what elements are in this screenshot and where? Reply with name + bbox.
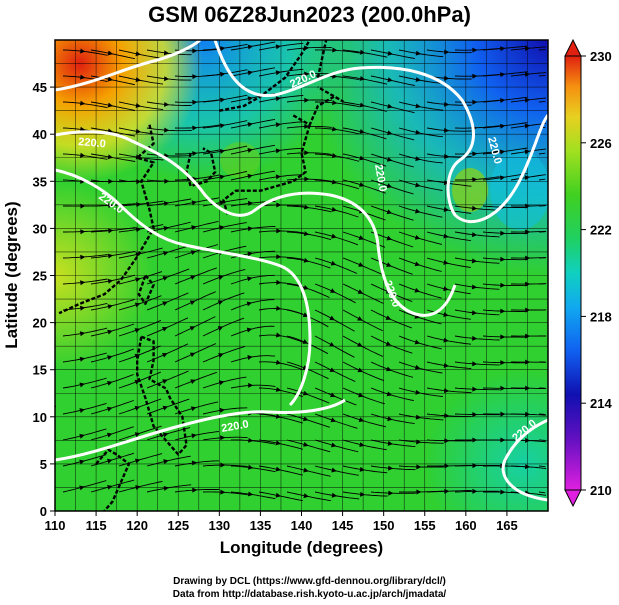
colorbar-min-arrow (564, 489, 582, 508)
y-axis-label: Latitude (degrees) (2, 201, 21, 349)
contour-label: 220.0 (372, 163, 389, 192)
y-tick-label: 10 (33, 410, 47, 425)
credit-line-2: Data from http://database.rish.kyoto-u.a… (172, 589, 447, 600)
streamlines (62, 41, 547, 502)
temperature-field: 220.0 220.0 220.0 220.0 220.0 220.0 220.… (55, 40, 548, 511)
y-tick-label: 0 (40, 504, 47, 519)
x-tick-label: 120 (126, 518, 148, 533)
x-tick-label: 150 (373, 518, 395, 533)
map-title: GSM 06Z28Jun2023 (200.0hPa) (148, 2, 471, 27)
x-tick-label: 165 (496, 518, 518, 533)
y-tick-label: 30 (33, 221, 47, 236)
x-axis-label: Longitude (degrees) (219, 538, 384, 557)
y-tick-label: 40 (33, 127, 47, 142)
colorbar-tick-label: 226 (590, 136, 612, 151)
y-tick-label: 15 (33, 363, 47, 378)
y-tick-label: 5 (40, 457, 47, 472)
x-tick-label: 130 (208, 518, 230, 533)
y-axis-ticks: 0 5 10 15 20 25 30 35 40 45 (33, 80, 55, 519)
colorbar-max-arrow (564, 38, 582, 57)
y-tick-label: 45 (33, 80, 47, 95)
colorbar-tick-label: 218 (590, 309, 612, 324)
x-tick-label: 155 (414, 518, 436, 533)
x-tick-label: 110 (45, 518, 66, 533)
colorbar-tick-label: 230 (590, 49, 612, 64)
coastlines (55, 40, 344, 511)
colorbar-tick-label: 214 (590, 396, 612, 411)
y-tick-label: 35 (33, 174, 47, 189)
colorbar-tick-label: 222 (590, 223, 612, 238)
x-tick-label: 135 (250, 518, 272, 533)
x-tick-label: 125 (167, 518, 189, 533)
colorbar: 210 214 218 222 226 230 (564, 38, 612, 508)
x-tick-label: 140 (291, 518, 313, 533)
colorbar-scale (564, 55, 582, 491)
contour-label: 220.0 (220, 418, 249, 435)
colorbar-ticks: 210 214 218 222 226 230 (581, 49, 612, 498)
x-tick-label: 145 (332, 518, 354, 533)
x-tick-label: 115 (86, 518, 107, 533)
lat-lon-grid (55, 40, 548, 511)
colorbar-tick-label: 210 (590, 483, 612, 498)
contour-label: 220.0 (78, 136, 106, 150)
x-tick-label: 160 (455, 518, 477, 533)
x-axis-ticks: 110 115 120 125 130 135 140 145 150 155 160 165 (45, 511, 518, 533)
y-tick-label: 25 (33, 269, 47, 284)
contour-220 (55, 40, 548, 502)
credit-line-1: Drawing by DCL (https://www.gfd-dennou.o… (173, 576, 446, 587)
y-tick-label: 20 (33, 316, 47, 331)
